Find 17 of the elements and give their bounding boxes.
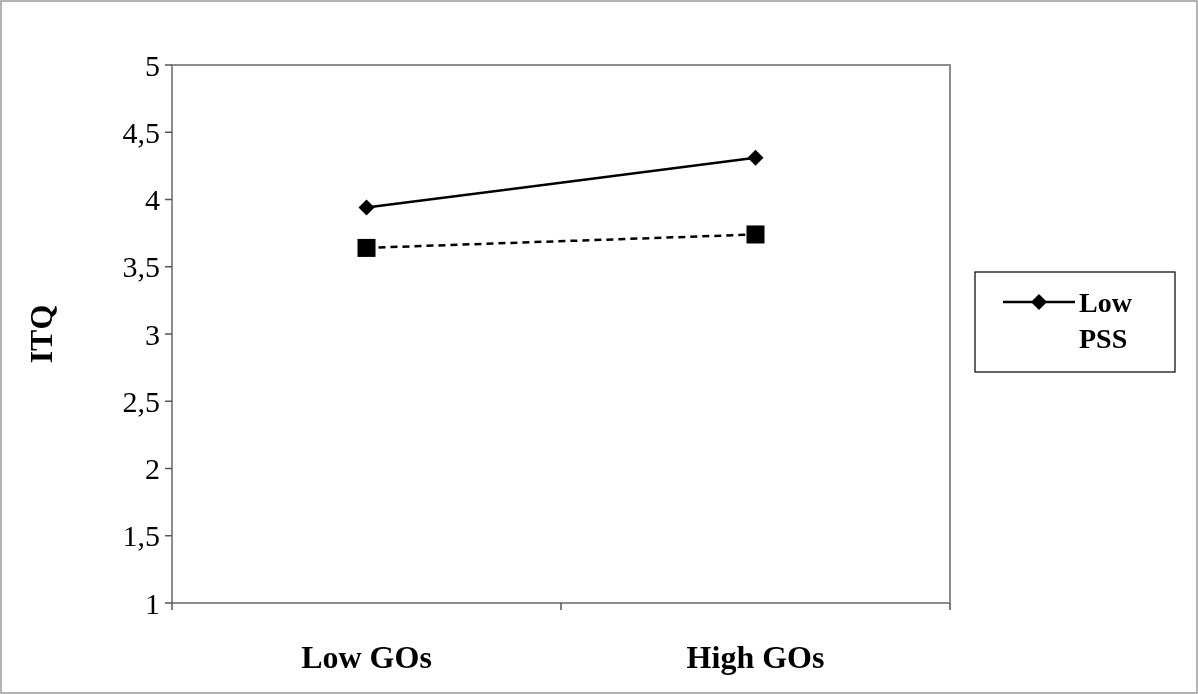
point: [358, 199, 375, 216]
x-tick-label: High GOs: [686, 639, 825, 675]
y-tick-label: 2,5: [122, 384, 160, 418]
y-tick-label: 2: [145, 452, 160, 485]
y-tick-label: 1,5: [122, 519, 160, 553]
x-tick-label: Low GOs: [301, 639, 432, 675]
y-tick-label: 4: [145, 183, 160, 216]
point: [357, 238, 376, 257]
y-tick-label: 4,5: [122, 115, 160, 149]
point: [747, 149, 764, 166]
y-tick-label: 3: [145, 317, 160, 351]
y-axis-title: ITQ: [23, 304, 59, 364]
y-tick-label: 5: [145, 48, 160, 82]
legend-label: Low PSS: [1079, 287, 1133, 354]
y-tick-label: 1: [145, 586, 160, 620]
point: [746, 225, 765, 244]
y-tick-label: 3,5: [122, 250, 160, 284]
